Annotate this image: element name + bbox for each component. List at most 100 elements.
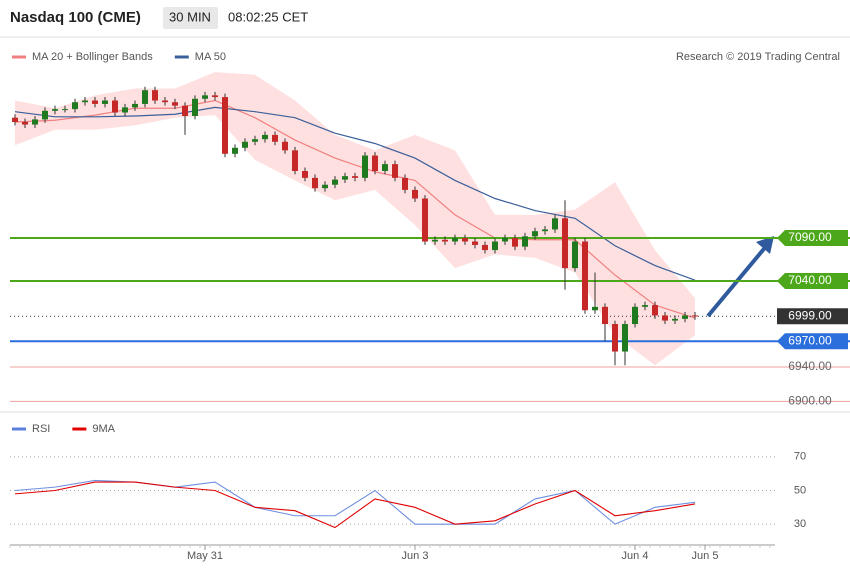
candle-body	[362, 155, 368, 178]
candle-body	[392, 164, 398, 178]
candle-body	[112, 100, 118, 113]
candle-body	[532, 231, 538, 237]
candle-body	[382, 164, 388, 171]
candle-body	[612, 324, 618, 352]
candle-body	[482, 244, 488, 251]
candle-body	[322, 184, 328, 189]
interval-box	[163, 7, 218, 29]
level-box	[777, 273, 848, 290]
candle-body	[672, 318, 678, 321]
candle-body	[502, 238, 508, 242]
candle-body	[562, 218, 568, 269]
candle-body	[572, 241, 578, 269]
candle-body	[152, 90, 158, 101]
interval: 30 MIN	[169, 9, 211, 24]
x-tick-label: May 31	[187, 550, 223, 562]
candle-body	[242, 141, 248, 148]
candle-body	[662, 315, 668, 321]
x-tick-label: Jun 5	[692, 550, 719, 562]
candle-body	[22, 121, 28, 125]
candle-body	[142, 90, 148, 104]
candle-body	[252, 139, 258, 142]
level-label: 6999.00	[788, 308, 832, 322]
level-label: 7040.00	[788, 273, 832, 287]
y-tick-label: 50	[794, 484, 806, 496]
legend-label: MA 20 + Bollinger Bands	[32, 51, 153, 63]
candle-body	[632, 306, 638, 325]
x-tick-label: Jun 4	[622, 550, 649, 562]
level-box	[777, 333, 848, 350]
candle-body	[692, 315, 698, 317]
ma-line	[14, 99, 696, 319]
level-label: 6900.00	[788, 394, 832, 408]
ma-line	[14, 106, 696, 281]
candle-body	[172, 102, 178, 106]
candle-body	[332, 179, 338, 185]
candle-body	[302, 170, 308, 178]
candle-body	[92, 100, 98, 104]
candle-body	[592, 306, 598, 311]
candle-body	[62, 109, 68, 111]
candle-body	[422, 198, 428, 242]
candle-body	[352, 176, 358, 178]
candle-body	[652, 305, 658, 316]
level-label: 7090.00	[788, 230, 832, 244]
level-box	[777, 230, 848, 247]
candle-body	[472, 241, 478, 245]
arrow-head	[756, 236, 774, 254]
candle-body	[432, 239, 438, 242]
legend-label: 9MA	[92, 423, 115, 435]
candle-body	[12, 117, 18, 122]
x-tick-label: Jun 3	[402, 550, 429, 562]
candle-body	[192, 98, 198, 116]
candle-body	[622, 324, 628, 352]
candle-body	[262, 134, 268, 140]
candle-body	[272, 134, 278, 142]
time: 08:02:25 CET	[228, 9, 308, 24]
level-label: 6970.00	[788, 333, 832, 347]
candle-body	[492, 241, 498, 251]
candle-body	[282, 141, 288, 151]
title: Nasdaq 100 (CME)	[10, 9, 141, 26]
candle-body	[212, 95, 218, 98]
candle-body	[512, 238, 518, 247]
candle-body	[82, 100, 88, 103]
candle-body	[682, 315, 688, 319]
candle-body	[342, 176, 348, 180]
candle-body	[162, 100, 168, 103]
candle-body	[642, 305, 648, 307]
rsi-line	[14, 481, 696, 529]
candle-body	[542, 229, 548, 232]
candle-body	[452, 238, 458, 242]
candle-body	[412, 189, 418, 199]
candle-body	[42, 110, 48, 120]
candle-body	[522, 236, 528, 247]
candle-body	[102, 100, 108, 104]
candle-body	[132, 103, 138, 108]
candle-body	[232, 147, 238, 154]
candle-body	[312, 177, 318, 189]
legend-label: RSI	[32, 423, 50, 435]
candle-body	[292, 150, 298, 171]
candle-body	[32, 119, 38, 125]
candle-body	[462, 238, 468, 242]
candle-body	[122, 107, 128, 113]
legend-label: MA 50	[195, 51, 226, 63]
level-box	[777, 308, 848, 325]
y-tick-label: 70	[794, 451, 806, 463]
candle-body	[182, 105, 188, 116]
candle-body	[582, 241, 588, 311]
candle-body	[52, 109, 58, 111]
candle-body	[72, 102, 78, 110]
candle-body	[372, 155, 378, 171]
arrow	[706, 242, 770, 318]
y-tick-label: 30	[794, 518, 806, 530]
candle-body	[202, 95, 208, 99]
candle-body	[222, 97, 228, 154]
level-label: 6940.00	[788, 359, 832, 373]
candle-body	[442, 239, 448, 242]
candle-body	[402, 177, 408, 190]
credit: Research © 2019 Trading Central	[676, 51, 840, 63]
candle-body	[602, 306, 608, 325]
